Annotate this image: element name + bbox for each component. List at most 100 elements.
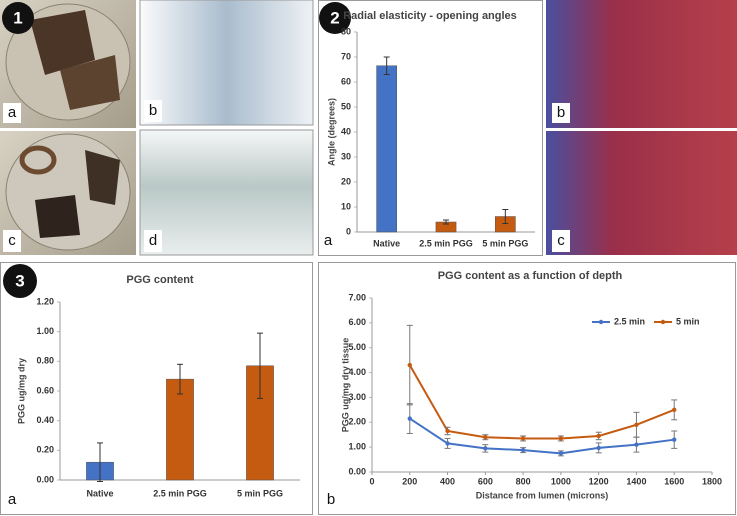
marker [520, 436, 526, 441]
panel-number: 2 [330, 8, 339, 27]
marker [407, 416, 412, 421]
y-tick-label: 0.20 [36, 445, 54, 455]
marker [672, 407, 677, 413]
y-tick-label: 0.00 [348, 466, 366, 476]
tissue [85, 150, 120, 205]
marker [445, 428, 450, 434]
x-tick-label: 1800 [702, 476, 722, 486]
panel-1: 1 a b c d [0, 0, 314, 256]
tissue-ring [19, 145, 57, 175]
sub-label: c [8, 232, 16, 249]
x-tick-label: 5 min PGG [482, 238, 528, 248]
y-tick-label: 70 [341, 51, 351, 61]
y-tick-label: 2.00 [348, 417, 366, 427]
sub-label: a [8, 104, 17, 121]
y-axis-label: PGG ug/mg dry tissue [340, 338, 350, 433]
photo-stain [546, 0, 737, 128]
x-tick-label: 800 [516, 476, 531, 486]
x-tick-label: 1600 [664, 476, 684, 486]
legend-marker [660, 319, 666, 325]
y-tick-label: 0.40 [36, 415, 54, 425]
bar [166, 378, 194, 481]
x-tick-label: 400 [440, 476, 455, 486]
y-tick-label: 0.00 [36, 474, 54, 484]
sub-label: b [327, 491, 335, 508]
badge [319, 2, 351, 34]
sub-label: b [557, 104, 565, 121]
y-tick-label: 1.00 [36, 326, 54, 336]
sub-label: a [8, 491, 17, 508]
marker [445, 441, 450, 446]
y-tick-label: 60 [341, 76, 351, 86]
chart-title: PGG content as a function of depth [438, 270, 623, 282]
label-bg [144, 100, 162, 122]
marker [483, 435, 488, 440]
sub-label: d [149, 232, 157, 249]
marker [483, 446, 488, 451]
label-bg [552, 230, 570, 252]
y-axis-label: Angle (degrees) [326, 98, 336, 166]
label-bg [3, 103, 21, 123]
y-tick-label: 40 [341, 126, 351, 136]
tissue [30, 10, 95, 75]
badge [3, 264, 37, 298]
marker [634, 442, 639, 447]
panel-number: 1 [13, 8, 22, 27]
x-tick-label: 2.5 min PGG [153, 488, 207, 498]
y-tick-label: 30 [341, 151, 351, 161]
sub-label: b [149, 102, 157, 119]
panel-number: 3 [15, 271, 24, 290]
charts: Radial elasticity - opening angles Angle … [16, 10, 722, 500]
marker [558, 436, 564, 441]
y-axis-label: PGG ug/mg dry [16, 358, 26, 424]
label-bg [552, 103, 570, 123]
y-tick-label: 7.00 [348, 292, 366, 302]
y-tick-label: 10 [341, 201, 351, 211]
label-bg [3, 230, 21, 252]
marker [634, 422, 639, 427]
chart-title: Radial elasticity - opening angles [343, 10, 517, 22]
photo-stain [546, 131, 737, 255]
marker [672, 437, 677, 442]
sub-label: c [557, 232, 565, 249]
y-tick-label: 1.00 [348, 442, 366, 452]
badge [2, 2, 34, 34]
legend-label: 5 min [676, 316, 700, 326]
line [409, 417, 675, 455]
marker [407, 362, 412, 368]
marker [596, 433, 601, 439]
y-tick-label: 4.00 [348, 367, 366, 377]
marker [520, 447, 526, 453]
marker [558, 451, 564, 456]
y-tick-label: 6.00 [348, 317, 366, 327]
tissue [35, 195, 80, 238]
tissue [60, 55, 120, 110]
bar [376, 65, 398, 233]
y-tick-label: 3.00 [348, 392, 366, 402]
y-tick-label: 0.60 [36, 385, 54, 395]
x-axis-label: Distance from lumen (microns) [476, 490, 609, 500]
legend-marker [598, 319, 604, 325]
x-tick-label: 200 [402, 476, 417, 486]
x-tick-label: 600 [478, 476, 493, 486]
x-tick-label: 0 [369, 476, 374, 486]
y-tick-label: 20 [341, 176, 351, 186]
legend-label: 2.5 min [614, 316, 645, 326]
y-tick-label: 0.80 [36, 356, 54, 366]
x-tick-label: 1200 [589, 476, 609, 486]
x-tick-label: 5 min PGG [237, 488, 283, 498]
x-tick-label: 1400 [626, 476, 646, 486]
marker [596, 445, 601, 451]
y-tick-label: 1.20 [36, 296, 54, 306]
sub-label: a [324, 232, 333, 249]
y-tick-label: 80 [341, 26, 351, 36]
chart-title: PGG content [126, 274, 194, 286]
label-bg [144, 230, 162, 252]
x-tick-label: Native [373, 238, 400, 248]
y-tick-label: 50 [341, 101, 351, 111]
photo-stain [139, 0, 314, 126]
x-tick-label: 2.5 min PGG [419, 238, 473, 248]
y-tick-label: 5.00 [348, 342, 366, 352]
photo-stain [139, 129, 314, 256]
